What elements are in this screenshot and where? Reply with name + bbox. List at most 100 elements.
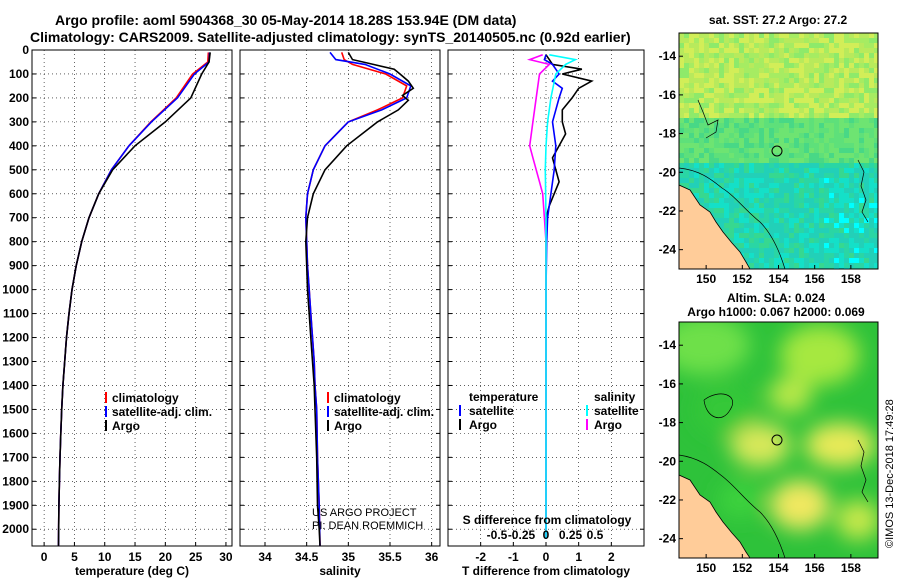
sst-pixel xyxy=(784,218,790,224)
sst-pixel xyxy=(714,198,720,204)
sst-pixel xyxy=(764,173,770,179)
sst-pixel xyxy=(809,98,815,104)
sst-pixel xyxy=(799,163,805,169)
sst-pixel xyxy=(804,88,810,94)
map-lat-label: -14 xyxy=(659,338,677,352)
sst-pixel xyxy=(814,198,820,204)
sst-pixel xyxy=(689,38,695,44)
sst-pixel xyxy=(844,153,850,159)
sst-pixel xyxy=(764,58,770,64)
sst-pixel xyxy=(714,213,720,219)
map-lon-label: 150 xyxy=(696,272,716,286)
sst-pixel xyxy=(754,183,760,189)
sst-pixel xyxy=(839,153,845,159)
sst-pixel xyxy=(699,98,705,104)
sla-land xyxy=(679,474,751,558)
sst-pixel xyxy=(744,153,750,159)
map-lat-label: -18 xyxy=(659,127,677,141)
sst-pixel xyxy=(849,38,855,44)
sst-pixel xyxy=(769,43,775,49)
sst-pixel xyxy=(734,68,740,74)
sst-pixel xyxy=(789,73,795,79)
sst-pixel xyxy=(769,243,775,249)
sst-pixel xyxy=(779,118,785,124)
sst-pixel xyxy=(784,173,790,179)
sst-pixel xyxy=(729,118,735,124)
sst-pixel xyxy=(794,198,800,204)
sst-pixel xyxy=(729,68,735,74)
sst-pixel xyxy=(684,183,690,189)
sst-pixel xyxy=(684,148,690,154)
sst-pixel xyxy=(814,223,820,229)
sst-pixel xyxy=(694,163,700,169)
map-lat-label: -20 xyxy=(659,454,677,468)
sst-pixel xyxy=(844,68,850,74)
depth-tick-label: 900 xyxy=(9,259,29,273)
sst-pixel xyxy=(804,48,810,54)
sst-pixel xyxy=(814,63,820,69)
sst-pixel xyxy=(774,48,780,54)
depth-tick-label: 1000 xyxy=(2,283,29,297)
sst-pixel xyxy=(809,198,815,204)
sst-pixel xyxy=(784,138,790,144)
sst-pixel xyxy=(789,53,795,59)
sst-pixel xyxy=(679,103,685,109)
sst-pixel xyxy=(834,243,840,249)
sst-pixel xyxy=(859,208,865,214)
sst-pixel xyxy=(834,263,840,269)
sst-pixel xyxy=(874,158,878,164)
sst-pixel xyxy=(754,53,760,59)
sst-pixel xyxy=(844,233,850,239)
sst-pixel xyxy=(679,163,685,169)
sst-pixel xyxy=(864,188,870,194)
sst-pixel xyxy=(784,233,790,239)
sst-pixel xyxy=(864,123,870,129)
sst-pixel xyxy=(694,123,700,129)
sst-pixel xyxy=(789,98,795,104)
sst-pixel xyxy=(849,113,855,119)
sst-pixel xyxy=(834,188,840,194)
sst-pixel xyxy=(799,93,805,99)
sst-pixel xyxy=(694,43,700,49)
sst-pixel xyxy=(849,108,855,114)
sst-pixel xyxy=(774,83,780,89)
sst-pixel xyxy=(764,233,770,239)
sst-pixel xyxy=(829,43,835,49)
sst-pixel xyxy=(804,243,810,249)
sst-pixel xyxy=(724,63,730,69)
sst-pixel xyxy=(709,178,715,184)
sst-pixel xyxy=(754,233,760,239)
sst-pixel xyxy=(809,83,815,89)
temperature-panel-frame xyxy=(31,49,233,547)
sst-pixel xyxy=(869,113,875,119)
sst-pixel xyxy=(764,263,770,269)
sst-pixel xyxy=(829,83,835,89)
sst-pixel xyxy=(734,63,740,69)
depth-tick-label: 600 xyxy=(9,187,29,201)
sst-pixel xyxy=(859,263,865,269)
sst-pixel xyxy=(704,138,710,144)
sst-pixel xyxy=(794,253,800,259)
sst-pixel xyxy=(864,163,870,169)
sst-pixel xyxy=(814,188,820,194)
sst-pixel xyxy=(844,43,850,49)
sst-pixel xyxy=(794,243,800,249)
sst-pixel xyxy=(859,258,865,264)
sst-pixel xyxy=(764,168,770,174)
sst-pixel xyxy=(804,138,810,144)
sst-pixel xyxy=(794,218,800,224)
sst-pixel xyxy=(829,163,835,169)
sst-pixel xyxy=(789,93,795,99)
sst-pixel xyxy=(784,248,790,254)
sst-pixel xyxy=(804,238,810,244)
depth-tick-label: 1800 xyxy=(2,474,29,488)
sst-pixel xyxy=(829,33,835,39)
sst-pixel xyxy=(699,143,705,149)
sst-pixel xyxy=(734,83,740,89)
sst-pixel xyxy=(864,63,870,69)
sst-pixel xyxy=(749,188,755,194)
sst-pixel xyxy=(859,148,865,154)
sst-pixel xyxy=(769,173,775,179)
sst-pixel xyxy=(754,108,760,114)
sst-pixel xyxy=(769,178,775,184)
